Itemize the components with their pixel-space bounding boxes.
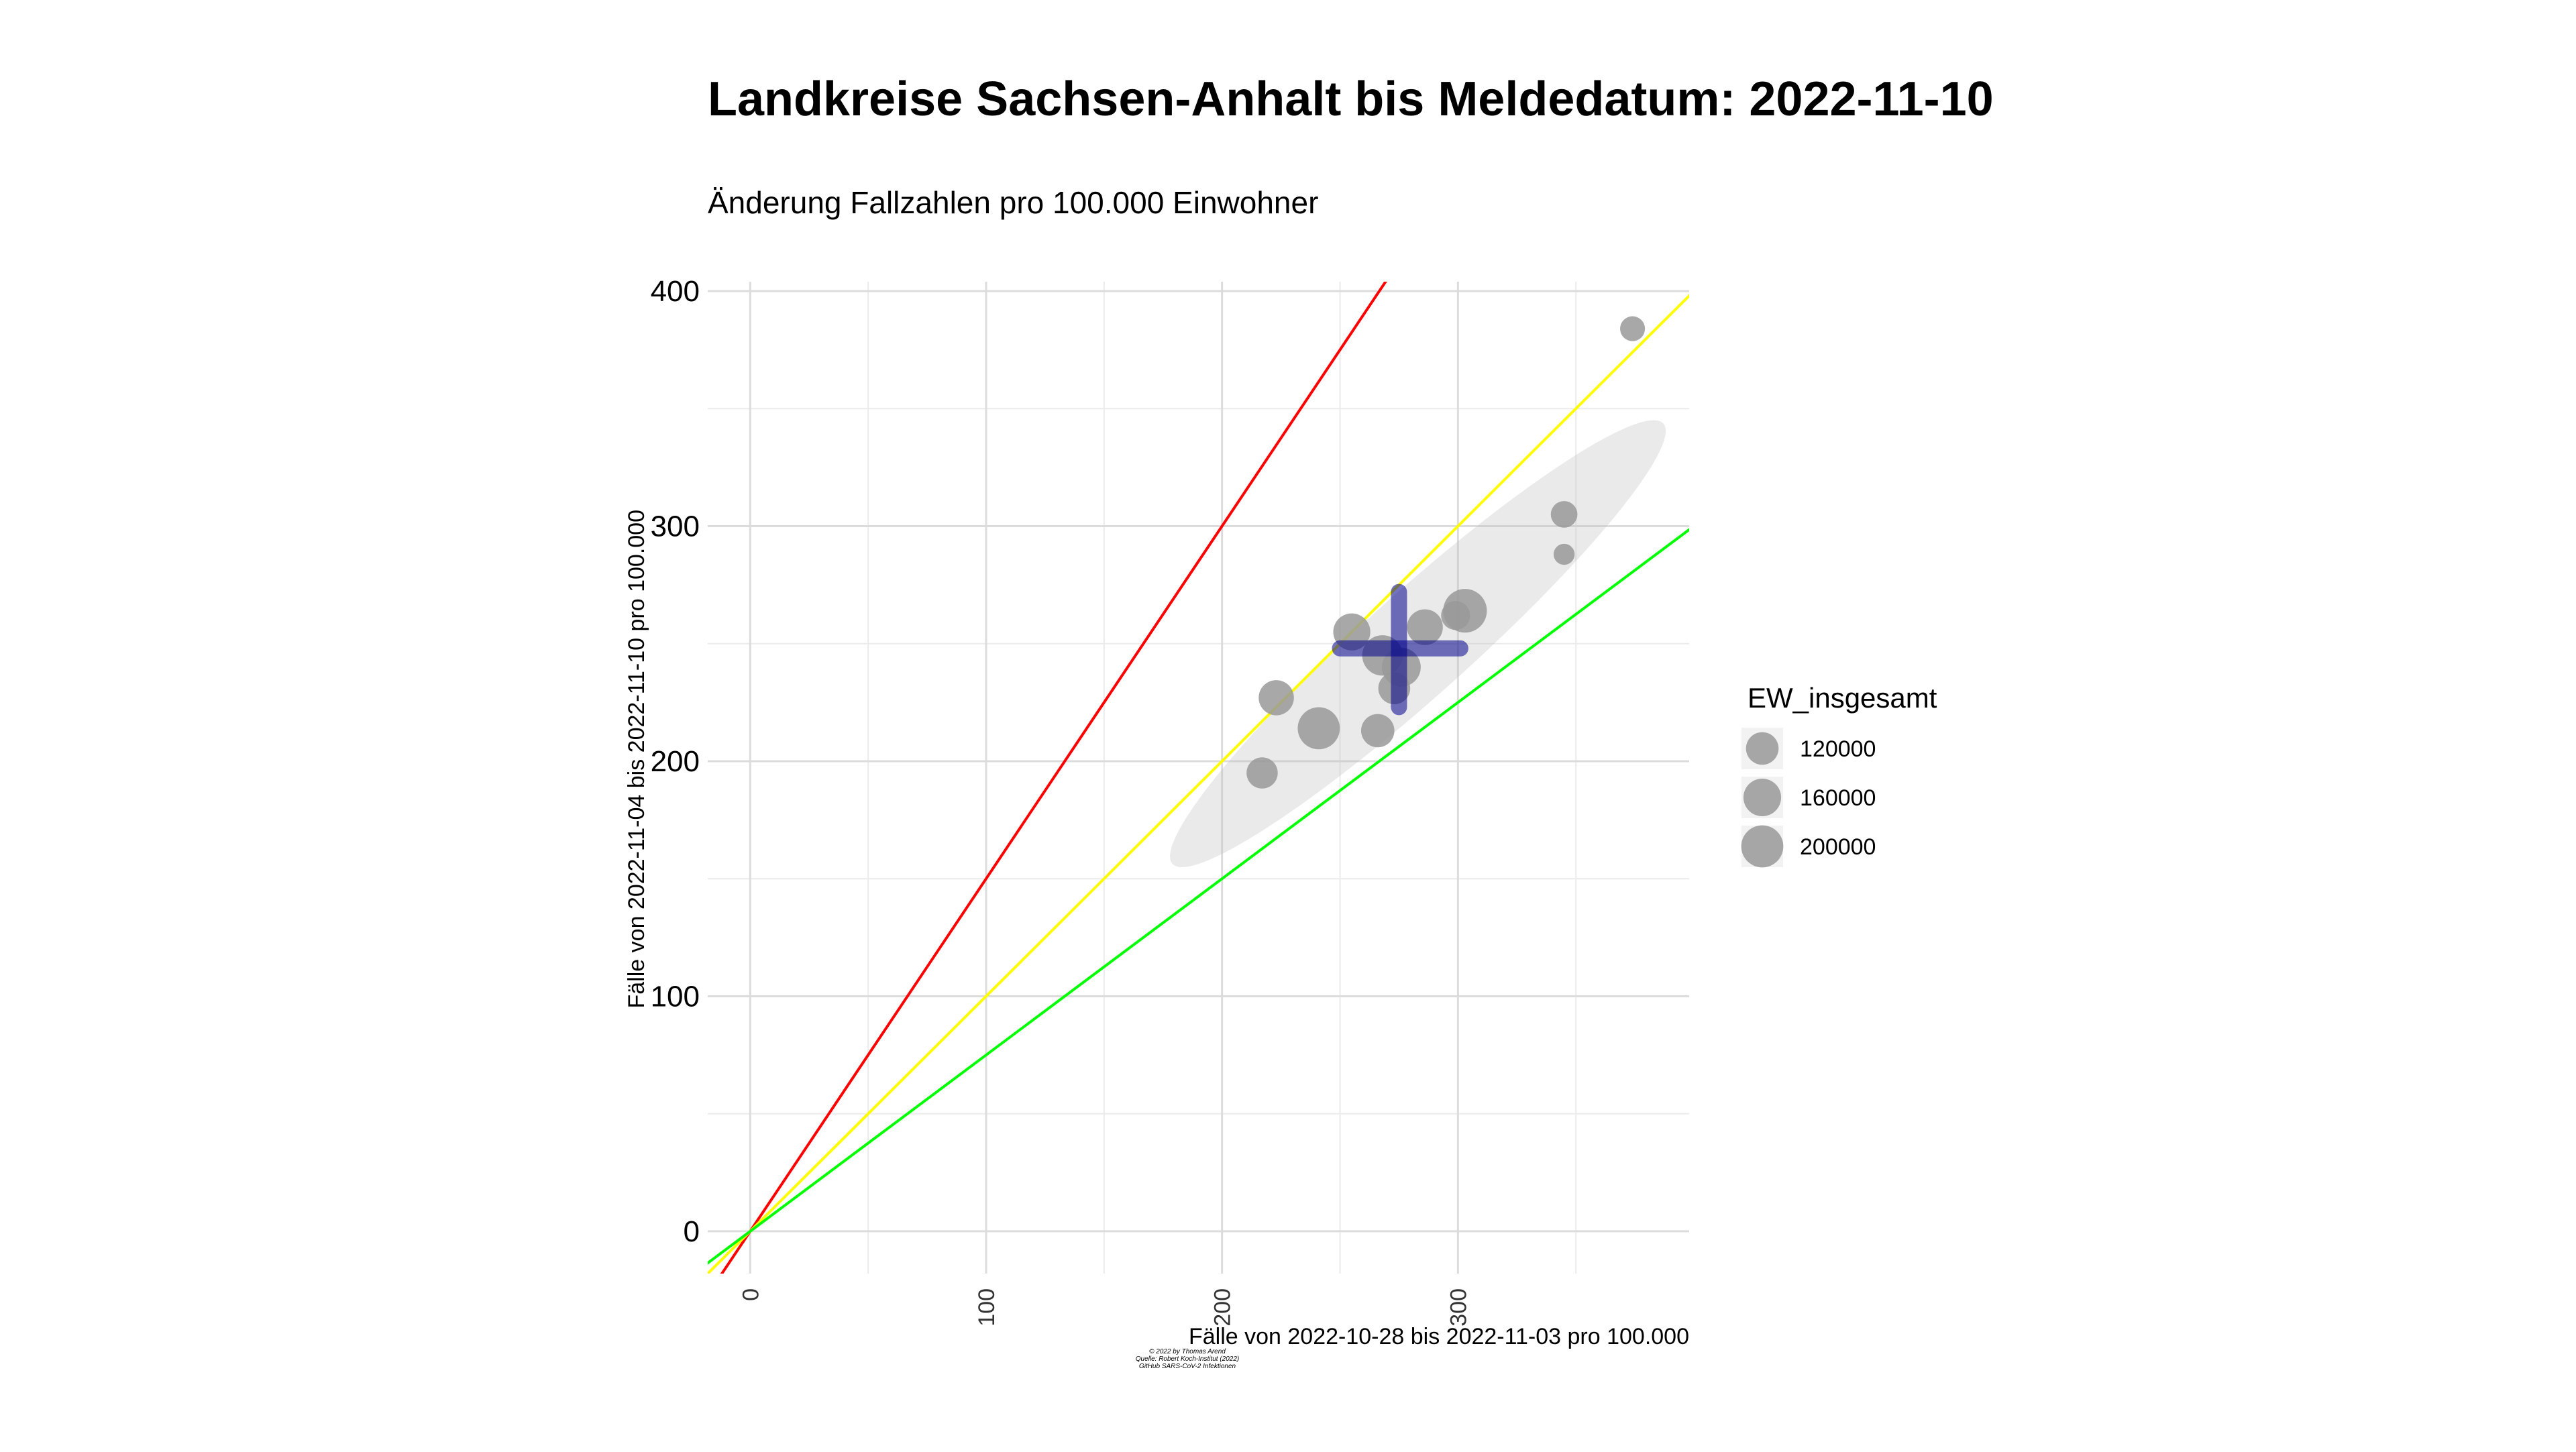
caption-line: © 2022 by Thomas Arend	[1149, 1348, 1226, 1355]
legend-label: 160000	[1800, 785, 1876, 811]
data-point	[1246, 757, 1278, 789]
data-point	[1553, 543, 1575, 565]
reference-line-yellow	[708, 294, 1689, 1274]
data-point	[1620, 316, 1646, 341]
y-axis-label: Fälle von 2022-11-04 bis 2022-11-10 pro …	[624, 510, 649, 1008]
caption-line: GitHub SARS-CoV-2 Infektionen	[1139, 1363, 1236, 1370]
legend-label: 120000	[1800, 736, 1876, 762]
reference-line-red	[720, 282, 1387, 1274]
data-point	[1297, 707, 1340, 750]
y-axis: 0 100 200 300 400	[651, 275, 700, 1248]
legend-key	[1741, 825, 1784, 868]
reference-line-green	[708, 528, 1689, 1265]
legend-label: 200000	[1800, 834, 1876, 860]
y-tick-label: 300	[651, 510, 700, 543]
y-tick-label: 100	[651, 980, 700, 1013]
x-tick-label: 0	[738, 1288, 763, 1301]
grid	[708, 282, 1689, 1274]
plot-panel	[708, 282, 1689, 1274]
data-point	[1407, 609, 1443, 645]
data-point	[1360, 714, 1395, 748]
legend-key	[1746, 732, 1779, 765]
y-tick-label: 400	[651, 275, 700, 308]
y-tick-label: 200	[651, 745, 700, 778]
data-point	[1550, 501, 1578, 528]
x-tick-label: 200	[1210, 1288, 1236, 1327]
legend-key	[1743, 778, 1782, 817]
data-point	[1443, 589, 1487, 633]
x-tick-label: 100	[974, 1288, 1000, 1327]
x-axis: 0 100 200 300	[738, 1288, 1471, 1327]
caption-line: Quelle: Robert Koch-Institut (2022)	[1136, 1355, 1240, 1363]
x-tick-label: 300	[1446, 1288, 1471, 1327]
chart-title: Landkreise Sachsen-Anhalt bis Meldedatum…	[708, 72, 1994, 126]
legend: EW_insgesamt 120000 160000 200000	[1741, 682, 1937, 868]
data-point	[1258, 680, 1294, 716]
legend-title: EW_insgesamt	[1748, 682, 1937, 714]
chart-subtitle: Änderung Fallzahlen pro 100.000 Einwohne…	[708, 185, 1318, 220]
y-tick-label: 0	[684, 1215, 700, 1248]
x-axis-label: Fälle von 2022-10-28 bis 2022-11-03 pro …	[1189, 1324, 1689, 1349]
